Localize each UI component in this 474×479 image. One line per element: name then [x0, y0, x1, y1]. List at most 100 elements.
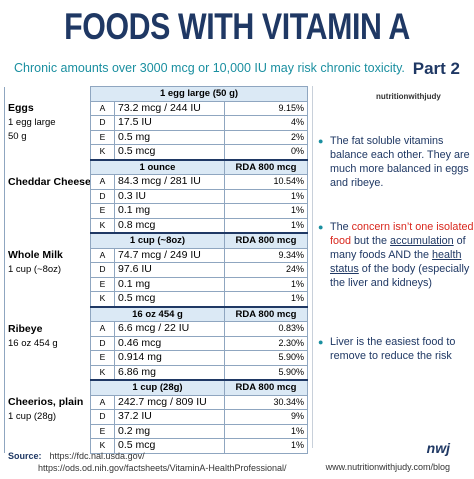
vitamin: A: [90, 321, 115, 337]
percent: 1%: [223, 276, 309, 292]
note: The fat soluble vitamins balance each ot…: [318, 134, 474, 190]
percent: 0%: [223, 144, 309, 160]
nutrient-row: D 0.3 IU 1%: [5, 188, 309, 204]
nutrient-row: Cheerios, plain 1 cup (28g) A 242.7 mcg / 8…: [4, 394, 309, 453]
note-text: health status: [330, 249, 462, 275]
amount: 0.3 IU: [114, 188, 225, 204]
nutrient-row: Eggs 1 egg large 50 g A 73.2 mcg / 244 IU 9.1…: [4, 100, 309, 160]
vitamin: K: [90, 364, 115, 381]
blank-cell: [4, 159, 91, 175]
nutrient-row: K 0.8 mcg 1%: [5, 217, 309, 234]
blank-cell: [4, 306, 91, 322]
food-name: Ribeye: [8, 322, 43, 335]
amount: 6.86 mg: [114, 364, 225, 381]
percent: 1%: [223, 438, 309, 454]
amount: 0.5 mcg: [114, 144, 225, 160]
nutrient-row: E 0.1 mg 1%: [5, 203, 309, 219]
blank-cell: [4, 233, 91, 248]
serving-heading: 1 cup (28g): [90, 379, 225, 396]
source-label: Source:: [8, 451, 42, 461]
logo: nwj: [426, 440, 450, 456]
food-cell: Whole Milk 1 cup (~8oz): [4, 248, 91, 307]
amount: 74.7 mcg / 249 IU: [114, 247, 225, 263]
title: FOODS WITH VITAMIN A: [64, 6, 410, 47]
note: Liver is the easiest food to remove to r…: [318, 335, 474, 363]
note-text: of many foods AND the: [330, 235, 466, 261]
subtitle: Chronic amounts over 3000 mcg or 10,000 …: [14, 61, 405, 75]
nutrient-row: K 0.5 mcg 0%: [5, 144, 309, 160]
vitamin: D: [90, 188, 115, 204]
percent: 5.90%: [223, 364, 309, 381]
note-text: The: [330, 221, 352, 233]
nutrient-row: Cheddar Cheese A 84.3 mcg / 281 IU 10.54%: [4, 174, 309, 233]
serving-heading: 1 ounce: [90, 158, 225, 175]
note-text: of the body (especially the liver and ki…: [330, 263, 470, 289]
amount: 0.1 mg: [114, 203, 225, 219]
percent: 9.15%: [223, 100, 309, 116]
vitamin: A: [90, 174, 115, 190]
vitamin: A: [90, 100, 115, 116]
nutrient-row: Ribeye 16 oz 454 g A 6.6 mcg / 22 IU 0.83%: [4, 321, 309, 380]
food-cell: Cheerios, plain 1 cup (28g): [4, 395, 91, 453]
nutrient-row: D 0.46 mcg 2.30%: [5, 335, 309, 351]
note-text: The fat soluble vitamins balance each ot…: [330, 135, 470, 189]
percent: 0.83%: [223, 321, 309, 337]
section-header: 16 oz 454 g RDA 800 mcg: [4, 305, 309, 322]
section-header: 1 cup (~8oz) RDA 800 mcg: [4, 232, 309, 249]
percent: 1%: [223, 188, 309, 204]
source-url: https://fdc.nal.usda.gov/: [49, 451, 145, 461]
food-name: Cheddar Cheese: [8, 175, 91, 188]
amount: 0.5 mcg: [114, 291, 225, 307]
nutrient-row: D 37.2 IU 9%: [5, 409, 309, 425]
vitamin: E: [90, 203, 115, 219]
part: Part 2: [412, 59, 460, 78]
divider: [312, 86, 313, 448]
amount: 0.8 mcg: [114, 217, 225, 234]
note-text: concern isn’t one isolated food: [330, 221, 474, 247]
percent: 1%: [223, 203, 309, 219]
percent: 4%: [223, 115, 309, 131]
food-cell: Cheddar Cheese: [4, 174, 91, 233]
amount: 37.2 IU: [114, 409, 225, 425]
food-name: Cheerios, plain: [8, 396, 84, 408]
section-header: 1 ounce RDA 800 mcg: [4, 158, 309, 175]
amount: 6.6 mcg / 22 IU: [114, 321, 225, 337]
nutrient-row: D 17.5 IU 4%: [5, 115, 309, 131]
percent: 5.90%: [223, 350, 309, 366]
rda-heading: RDA 800 mcg: [223, 305, 309, 322]
serving-heading: 1 egg large (50 g): [89, 86, 309, 102]
vitamin: D: [90, 335, 115, 351]
rda-heading: RDA 800 mcg: [223, 158, 309, 175]
amount: 0.1 mg: [114, 276, 225, 292]
vitamin: E: [90, 276, 115, 292]
site: www.nutritionwithjudy.com/blog: [325, 462, 450, 472]
serving: 50 g: [8, 131, 27, 142]
rda-heading: RDA 800 mcg: [223, 379, 309, 396]
nutrient-row: E 0.914 mg 5.90%: [5, 350, 309, 366]
section-header: 1 cup (28g) RDA 800 mcg: [4, 379, 309, 396]
amount: 242.7 mcg / 809 IU: [114, 394, 225, 410]
percent: 2.30%: [223, 335, 309, 351]
amount: 0.914 mg: [114, 350, 225, 366]
percent: 2%: [223, 129, 309, 145]
percent: 30.34%: [223, 394, 309, 410]
percent: 9%: [223, 409, 309, 425]
food-cell: Ribeye 16 oz 454 g: [4, 321, 91, 380]
note-text: but the: [351, 235, 391, 247]
nutrient-row: K 0.5 mcg 1%: [5, 438, 309, 454]
note-text: Liver is the easiest food to remove to r…: [330, 336, 456, 362]
blank-cell: [4, 380, 91, 395]
amount: 73.2 mcg / 244 IU: [114, 100, 225, 116]
vitamin: A: [90, 394, 115, 410]
amount: 0.2 mg: [114, 423, 225, 439]
vitamin: E: [90, 350, 115, 366]
vitamin: K: [90, 217, 115, 234]
amount: 17.5 IU: [114, 115, 225, 131]
food-name: Whole Milk: [8, 249, 63, 261]
percent: 1%: [223, 217, 309, 234]
amount: 0.5 mg: [114, 129, 225, 145]
vitamin: E: [90, 423, 115, 439]
serving: 1 cup (~8oz): [8, 264, 62, 275]
serving: 1 egg large: [8, 117, 56, 128]
